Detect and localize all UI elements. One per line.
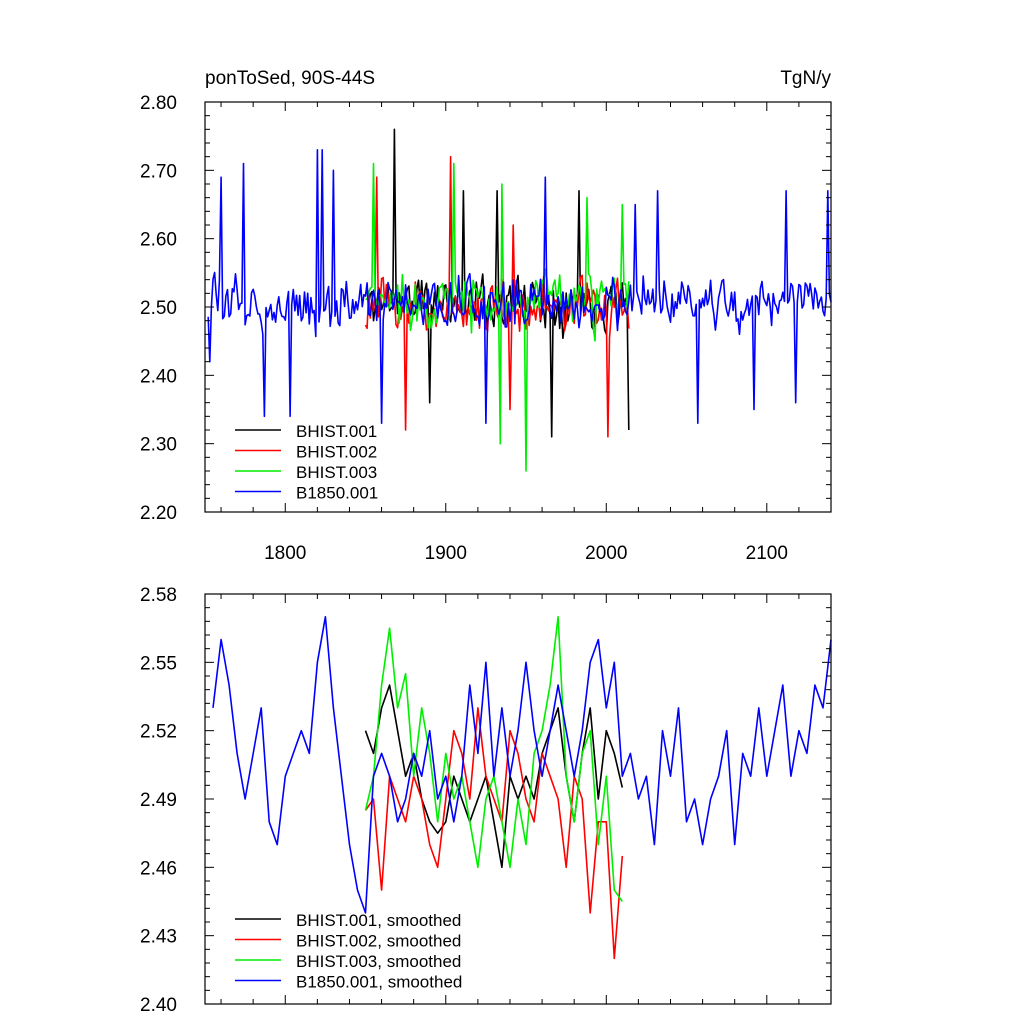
legend-label: BHIST.003, smoothed [296, 952, 461, 971]
y-tick-label: 2.58 [140, 585, 177, 606]
series-line-4 [207, 149, 832, 424]
y-tick-label: 2.30 [140, 435, 177, 456]
y-tick-label: 2.20 [140, 503, 177, 524]
bottom-panel-ticks: 2.40 2.43 2.46 2.49 2.52 2.55 2.58 [140, 585, 832, 1016]
x-tick-label: 1800 [264, 543, 306, 564]
bottom-panel: 2.40 2.43 2.46 2.49 2.52 2.55 2.58 BHIST.001, … [140, 585, 832, 1016]
top-panel-title: ponToSed, 90S-44S [205, 68, 375, 89]
legend-label: BHIST.002, smoothed [296, 932, 461, 951]
bottom-panel-legend: BHIST.001, smoothed BHIST.002, smoothedBH… [235, 911, 462, 992]
top-panel-ticks: 2.20 2.30 2.40 2.50 2.60 2.70 2.80 1800 1900 2000… [140, 93, 832, 564]
legend-label: BHIST.002 [296, 443, 377, 462]
series-line-3 [364, 616, 623, 902]
y-tick-label: 2.60 [140, 230, 177, 251]
legend-label: BHIST.003 [296, 463, 377, 482]
y-tick-label: 2.49 [140, 790, 177, 811]
y-tick-label: 2.43 [140, 927, 177, 948]
y-tick-label: 2.50 [140, 298, 177, 319]
y-tick-label: 2.80 [140, 93, 177, 114]
x-tick-label: 2100 [746, 543, 788, 564]
legend-label: BHIST.001 [296, 422, 377, 441]
y-tick-label: 2.52 [140, 722, 177, 743]
legend-label: B1850.001 [296, 484, 378, 503]
y-tick-label: 2.40 [140, 366, 177, 387]
series-line-4 [212, 616, 832, 914]
series-line-2 [364, 707, 624, 960]
bottom-panel-series [212, 616, 832, 960]
x-tick-label: 1900 [425, 543, 467, 564]
y-tick-label: 2.70 [140, 161, 177, 182]
y-tick-label: 2.40 [140, 995, 177, 1016]
legend-label: B1850.001, smoothed [296, 973, 462, 992]
y-tick-label: 2.55 [140, 653, 177, 674]
top-panel-series [207, 128, 832, 472]
x-tick-label: 2000 [585, 543, 627, 564]
y-tick-label: 2.46 [140, 858, 177, 879]
top-panel-units: TgN/y [780, 68, 831, 89]
top-panel: 2.20 2.30 2.40 2.50 2.60 2.70 2.80 1800 1900 2000… [140, 68, 832, 564]
legend-label: BHIST.001, smoothed [296, 911, 461, 930]
